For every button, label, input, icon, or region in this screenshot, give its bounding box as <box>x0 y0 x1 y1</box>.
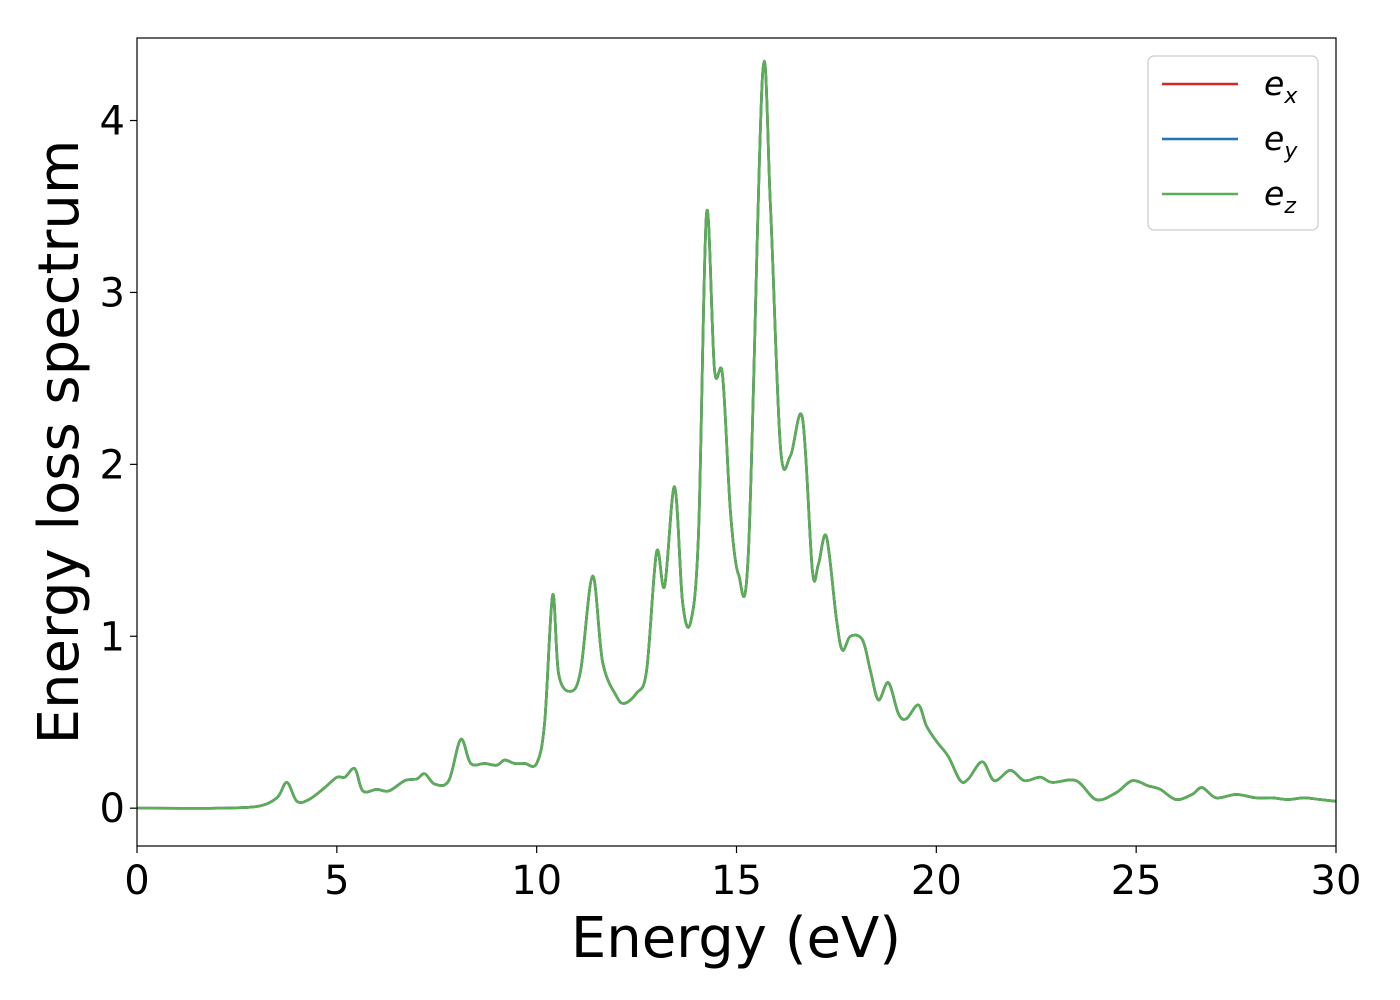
x-axis-title: Energy (eV) <box>571 906 901 971</box>
series-layer <box>136 59 1337 810</box>
y-tick-label: 2 <box>100 442 125 488</box>
legend-box <box>1147 55 1319 231</box>
y-tick-label: 3 <box>100 270 125 316</box>
x-tick-label: 0 <box>124 858 149 904</box>
x-tick-label: 20 <box>911 858 962 904</box>
series-line-z <box>136 59 1337 810</box>
y-tick-label: 0 <box>100 786 125 832</box>
y-axis-title: Energy loss spectrum <box>27 140 92 745</box>
x-axis-ticks: 0 5 10 15 20 25 30 <box>124 846 1361 904</box>
x-tick-label: 30 <box>1311 858 1362 904</box>
legend-label-z: ez <box>1264 174 1296 219</box>
plot-background <box>137 38 1336 846</box>
x-tick-label: 15 <box>711 858 762 904</box>
legend: ex ey ez <box>1147 55 1319 231</box>
legend-label-x: ex <box>1264 64 1298 109</box>
x-tick-label: 10 <box>511 858 562 904</box>
x-tick-label: 5 <box>324 858 349 904</box>
y-tick-label: 4 <box>100 99 125 145</box>
y-axis-ticks: 0 1 2 3 4 <box>100 99 137 832</box>
x-tick-label: 25 <box>1111 858 1162 904</box>
y-tick-label: 1 <box>100 614 125 660</box>
legend-label-y: ey <box>1264 119 1298 164</box>
